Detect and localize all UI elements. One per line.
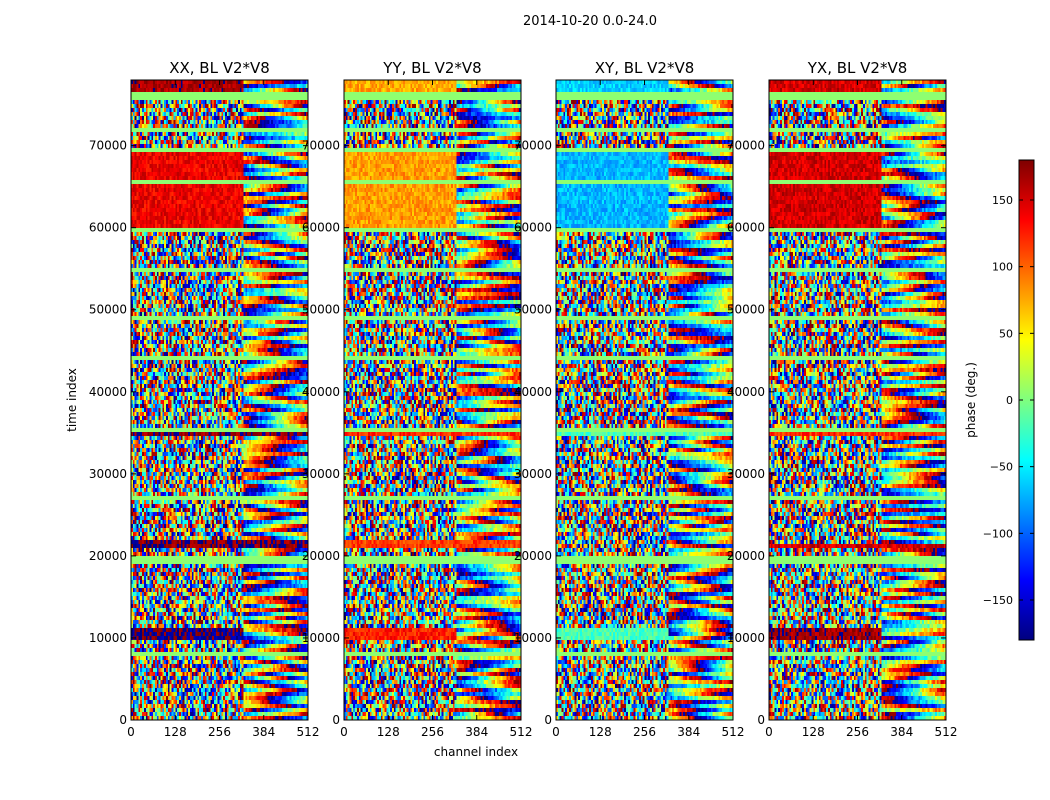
x-tick-label: 256 [421, 725, 444, 739]
x-tick-label: 384 [890, 725, 913, 739]
colorbar: −150 −100 −50 0 50 100 150 phase (deg.) [964, 159, 1035, 641]
x-tick-label: 512 [297, 725, 320, 739]
y-axis-label: time index [65, 368, 79, 432]
y-tick-label: 70000 [302, 139, 340, 153]
y-tick-label: 50000 [514, 303, 552, 317]
y-tick-label: 30000 [727, 467, 765, 481]
x-tick-label: 512 [722, 725, 745, 739]
y-tick-label: 10000 [89, 631, 127, 645]
x-tick-label: 512 [935, 725, 958, 739]
x-tick-label: 128 [802, 725, 825, 739]
colorbar-label: phase (deg.) [964, 362, 978, 438]
x-tick-label: 0 [765, 725, 773, 739]
panel-yx: YX, BL V2*V8 0 128 256 384 512 0 10000 20000 3000… [727, 59, 958, 739]
phase-image [769, 80, 946, 720]
y-tick-label: 60000 [89, 221, 127, 235]
y-tick-label: 0 [544, 713, 552, 727]
y-tick-label: 20000 [89, 549, 127, 563]
x-tick-label: 128 [164, 725, 187, 739]
y-tick-label: 60000 [302, 221, 340, 235]
colorbar-tick-label: 0 [1006, 394, 1013, 407]
y-tick-label: 0 [757, 713, 765, 727]
x-tick-label: 128 [377, 725, 400, 739]
x-tick-label: 256 [846, 725, 869, 739]
y-tick-label: 30000 [302, 467, 340, 481]
y-tick-label: 30000 [514, 467, 552, 481]
phase-image [344, 80, 521, 720]
y-tick-label: 10000 [514, 631, 552, 645]
y-tick-label: 0 [119, 713, 127, 727]
x-tick-label: 256 [208, 725, 231, 739]
panel-title: XY, BL V2*V8 [595, 59, 695, 77]
y-tick-label: 20000 [514, 549, 552, 563]
y-tick-label: 40000 [89, 385, 127, 399]
x-tick-label: 0 [552, 725, 560, 739]
phase-image [131, 80, 308, 720]
y-tick-label: 20000 [727, 549, 765, 563]
y-tick-label: 0 [332, 713, 340, 727]
y-tick-label: 60000 [727, 221, 765, 235]
colorbar-tick-label: 150 [992, 194, 1013, 207]
y-tick-label: 20000 [302, 549, 340, 563]
y-tick-label: 40000 [514, 385, 552, 399]
y-tick-label: 50000 [302, 303, 340, 317]
colorbar-tick-label: −50 [990, 461, 1013, 474]
y-tick-label: 40000 [302, 385, 340, 399]
panel-title: XX, BL V2*V8 [169, 59, 270, 77]
x-tick-label: 384 [252, 725, 275, 739]
x-tick-label: 128 [589, 725, 612, 739]
x-axis-label: channel index [434, 745, 518, 759]
phase-image [556, 80, 733, 720]
colorbar-tick-label: 100 [992, 261, 1013, 274]
y-tick-label: 70000 [727, 139, 765, 153]
y-tick-label: 70000 [514, 139, 552, 153]
x-tick-label: 0 [340, 725, 348, 739]
colorbar-tick-label: −150 [983, 594, 1013, 607]
figure-suptitle: 2014-10-20 0.0-24.0 [523, 14, 657, 29]
y-tick-label: 10000 [302, 631, 340, 645]
x-tick-label: 256 [633, 725, 656, 739]
panel-title: YX, BL V2*V8 [807, 59, 908, 77]
y-tick-label: 70000 [89, 139, 127, 153]
panel-xx: XX, BL V2*V8 0 128 256 384 512 0 10000 20000 3000… [89, 59, 320, 739]
x-tick-label: 384 [677, 725, 700, 739]
panel-yy: YY, BL V2*V8 0 128 256 384 512 0 10000 20000 3000… [302, 59, 533, 739]
panel-xy: XY, BL V2*V8 0 128 256 384 512 0 10000 20000 3000… [514, 59, 745, 739]
colorbar-tick-label: 50 [999, 327, 1013, 340]
y-tick-label: 50000 [727, 303, 765, 317]
panel-title: YY, BL V2*V8 [382, 59, 481, 77]
y-tick-label: 60000 [514, 221, 552, 235]
colorbar-tick-label: −100 [983, 527, 1013, 540]
x-tick-label: 384 [465, 725, 488, 739]
x-tick-label: 0 [127, 725, 135, 739]
x-tick-label: 512 [510, 725, 533, 739]
y-tick-label: 30000 [89, 467, 127, 481]
y-tick-label: 40000 [727, 385, 765, 399]
panels-layer: XX, BL V2*V8 0 128 256 384 512 0 10000 20000 3000… [89, 59, 958, 739]
y-tick-label: 10000 [727, 631, 765, 645]
y-tick-label: 50000 [89, 303, 127, 317]
